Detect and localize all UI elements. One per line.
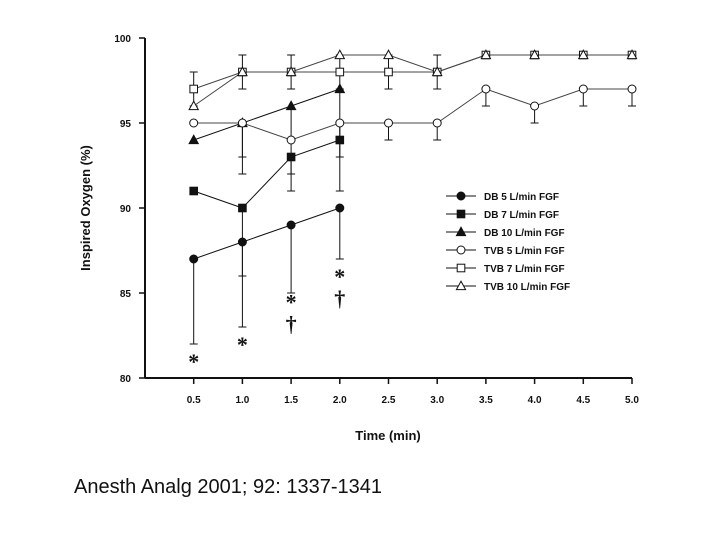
significance-marker: *: [237, 332, 248, 357]
x-tick-label: 2.0: [333, 395, 347, 406]
data-point-tvb-10-l-min-fgf: [626, 49, 638, 60]
legend-marker: [456, 263, 466, 273]
data-point-db-7-l-min-fgf: [286, 152, 296, 162]
inspired-oxygen-chart: 80 85 90 95 100 0.5 1.0 1.5 2.0 2.5 3.0 3.5 4.0 4.5 5.…: [78, 34, 639, 443]
data-point-tvb-10-l-min-fgf: [529, 49, 541, 60]
legend-marker: [456, 209, 466, 219]
data-point-tvb-5-l-min-fgf: [578, 84, 588, 94]
data-point-tvb-5-l-min-fgf: [627, 84, 637, 94]
citation: Anesth Analg 2001; 92: 1337-1341: [74, 476, 383, 498]
series-line-db-7-l-min-fgf: [193, 139, 340, 209]
data-point-db-5-l-min-fgf: [237, 237, 247, 247]
series-markers: [188, 49, 638, 264]
x-tick-label: 2.5: [382, 395, 396, 406]
y-tick-label: 100: [114, 34, 131, 45]
x-tick-label: 3.0: [430, 395, 444, 406]
data-point-tvb-5-l-min-fgf: [286, 135, 296, 145]
data-point-tvb-10-l-min-fgf: [383, 49, 394, 60]
x-tick-label: 4.5: [576, 395, 590, 406]
data-point-tvb-5-l-min-fgf: [481, 84, 491, 94]
data-point-tvb-7-l-min-fgf: [335, 67, 345, 77]
series-line-tvb-5-l-min-fgf: [193, 88, 632, 141]
data-point-tvb-10-l-min-fgf: [431, 66, 443, 77]
legend-label: DB 5 L/min FGF: [484, 192, 559, 203]
legend-marker: [456, 245, 466, 255]
x-tick-label: 3.5: [479, 395, 493, 406]
data-point-db-10-l-min-fgf: [188, 134, 200, 145]
data-point-tvb-5-l-min-fgf: [384, 118, 393, 128]
x-tick-label: 1.5: [284, 395, 298, 406]
significance-marker: *: [286, 290, 297, 315]
data-point-tvb-5-l-min-fgf: [189, 118, 199, 128]
significance-annotations: ***†*†: [188, 264, 345, 374]
data-point-tvb-7-l-min-fgf: [189, 84, 198, 94]
data-point-db-5-l-min-fgf: [189, 254, 199, 264]
data-point-tvb-10-l-min-fgf: [480, 49, 492, 60]
data-point-db-5-l-min-fgf: [286, 220, 296, 230]
x-axis-title: Time (min): [355, 428, 421, 443]
data-point-db-7-l-min-fgf: [335, 135, 345, 145]
data-point-tvb-5-l-min-fgf: [237, 118, 247, 128]
y-tick-label: 85: [120, 289, 132, 300]
data-point-tvb-10-l-min-fgf: [188, 100, 200, 111]
x-tick-label: 5.0: [625, 395, 639, 406]
y-tick-label: 90: [120, 204, 132, 215]
legend-label: TVB 7 L/min FGF: [484, 264, 565, 275]
x-tick-label: 1.0: [235, 395, 249, 406]
significance-marker: *: [334, 264, 345, 289]
data-point-tvb-5-l-min-fgf: [530, 101, 540, 111]
data-point-db-10-l-min-fgf: [334, 83, 346, 94]
data-point-db-7-l-min-fgf: [189, 186, 198, 196]
significance-marker: †: [334, 286, 345, 311]
series-line-db-5-l-min-fgf: [193, 207, 340, 260]
y-axis-title: Inspired Oxygen (%): [78, 145, 93, 271]
data-point-db-7-l-min-fgf: [238, 203, 247, 213]
data-point-tvb-10-l-min-fgf: [285, 66, 297, 77]
y-tick-label: 95: [120, 119, 132, 130]
series-lines: [193, 54, 632, 260]
legend-label: DB 7 L/min FGF: [484, 210, 559, 221]
legend-marker: [456, 191, 466, 201]
legend-label: DB 10 L/min FGF: [484, 228, 565, 239]
data-point-tvb-5-l-min-fgf: [432, 118, 442, 128]
data-point-db-10-l-min-fgf: [285, 100, 297, 111]
data-point-tvb-10-l-min-fgf: [334, 49, 346, 60]
legend-label: TVB 10 L/min FGF: [484, 282, 570, 293]
data-point-tvb-5-l-min-fgf: [335, 118, 345, 128]
significance-marker: *: [188, 349, 199, 374]
legend-label: TVB 5 L/min FGF: [484, 246, 565, 257]
data-point-db-5-l-min-fgf: [335, 203, 345, 213]
data-point-tvb-10-l-min-fgf: [577, 49, 589, 60]
data-point-tvb-10-l-min-fgf: [236, 66, 248, 77]
significance-marker: †: [286, 312, 297, 337]
chart-axes: 80 85 90 95 100 0.5 1.0 1.5 2.0 2.5 3.0 3.5 4.0 4.5 5.…: [114, 34, 639, 406]
legend-marker: [455, 226, 467, 237]
legend: DB 5 L/min FGF DB 7 L/min FGF DB 10 L/min …: [446, 191, 570, 293]
series-line-db-10-l-min-fgf: [193, 88, 340, 141]
error-bars: [189, 54, 636, 345]
x-tick-label: 4.0: [528, 395, 542, 406]
y-tick-label: 80: [120, 374, 132, 385]
x-tick-label: 0.5: [187, 395, 201, 406]
legend-marker: [455, 280, 467, 291]
data-point-tvb-7-l-min-fgf: [384, 67, 393, 77]
series-line-tvb-10-l-min-fgf: [193, 54, 632, 107]
